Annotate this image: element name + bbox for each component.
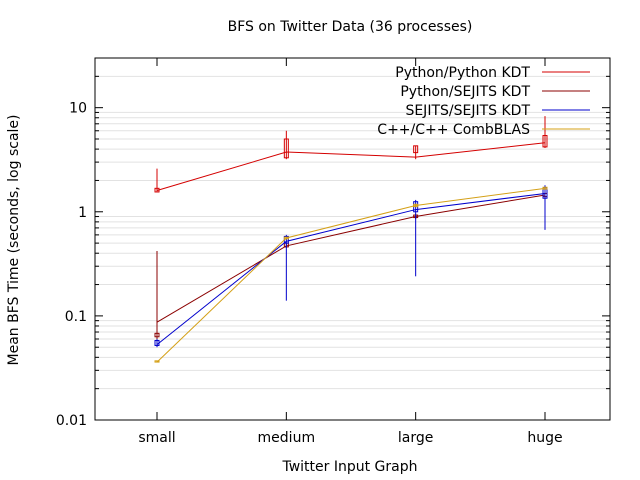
legend-label: SEJITS/SEJITS KDT	[405, 103, 530, 119]
y-tick-label: 10	[69, 101, 87, 117]
x-axis: small medium large huge	[138, 58, 563, 446]
x-tick-label: small	[138, 430, 175, 446]
error-box	[154, 340, 160, 346]
series-line	[156, 194, 546, 323]
error-box	[542, 186, 548, 190]
series	[154, 116, 548, 363]
x-tick-label: huge	[527, 430, 562, 446]
grid	[95, 75, 610, 390]
y-axis-label: Mean BFS Time (seconds, log scale)	[6, 115, 22, 366]
x-axis-label: Twitter Input Graph	[281, 459, 417, 475]
y-tick-label: 0.01	[56, 413, 87, 429]
legend-label: C++/C++ CombBLAS	[377, 122, 530, 138]
series-line	[156, 192, 546, 345]
error-box	[154, 360, 160, 363]
legend-label: Python/Python KDT	[395, 65, 530, 81]
y-tick-label: 1	[78, 205, 87, 221]
series-line	[156, 142, 546, 192]
y-tick-label: 0.1	[65, 309, 87, 325]
legend: Python/Python KDT Python/SEJITS KDT SEJITS…	[377, 65, 590, 138]
series-group	[154, 186, 548, 363]
error-box	[413, 145, 419, 154]
error-box	[542, 135, 548, 148]
plot-frame	[94, 57, 611, 421]
y-axis: 0.01 0.1 1 10	[56, 75, 610, 429]
error-box	[413, 203, 419, 208]
error-box	[283, 138, 289, 159]
series-line	[156, 187, 546, 363]
series-group	[154, 116, 548, 193]
error-box	[154, 187, 160, 193]
error-box	[283, 236, 289, 240]
x-tick-label: large	[398, 430, 433, 446]
legend-label: Python/SEJITS KDT	[400, 84, 530, 100]
error-box	[154, 332, 160, 338]
x-tick-label: medium	[258, 430, 316, 446]
chart-title: BFS on Twitter Data (36 processes)	[228, 19, 473, 35]
